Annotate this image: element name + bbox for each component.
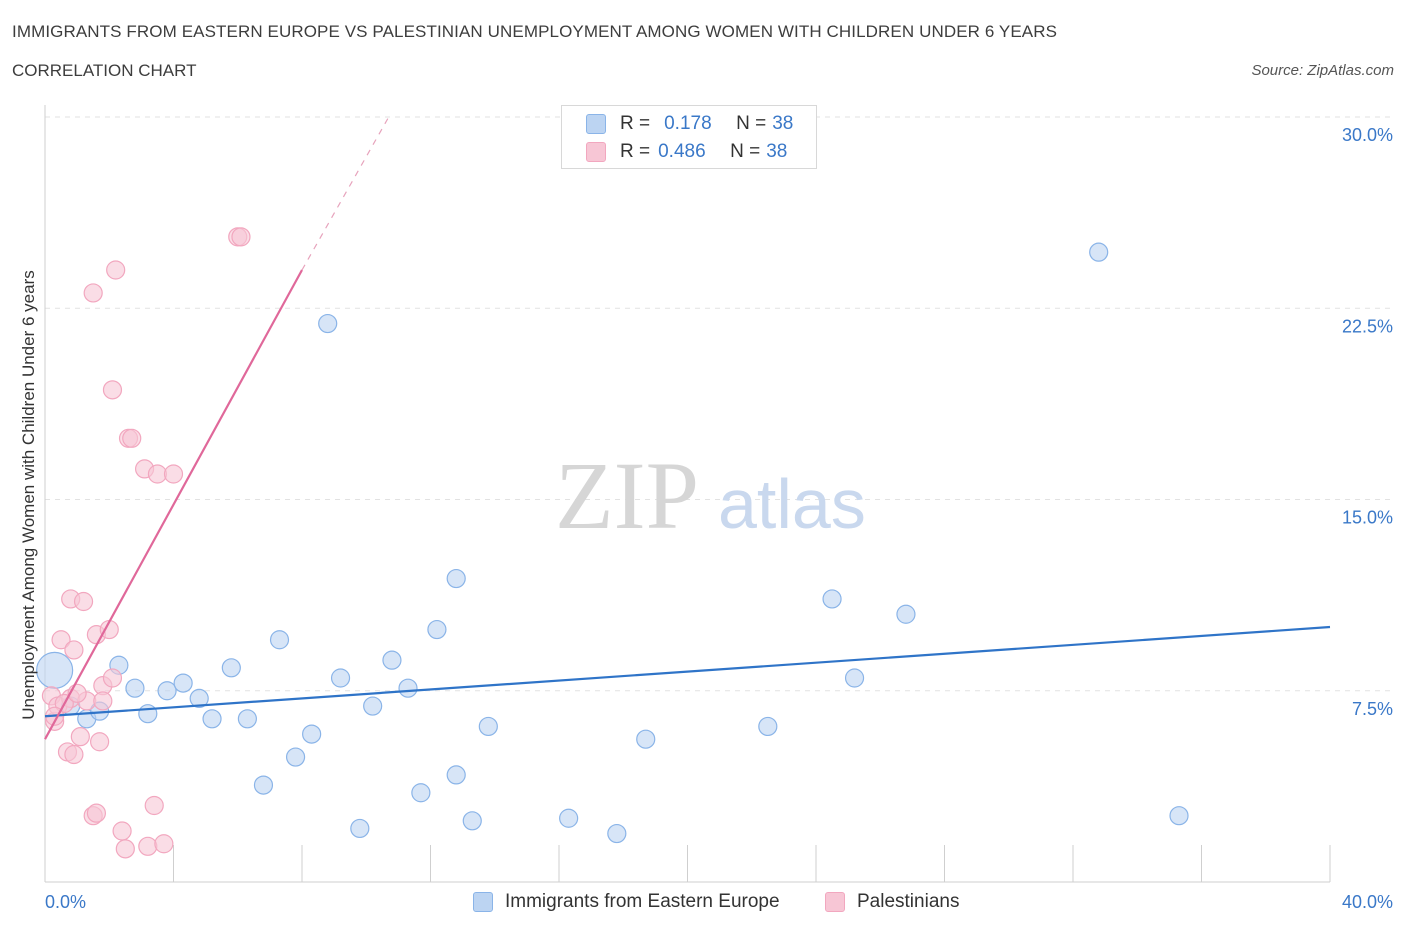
pink-point — [73, 591, 94, 612]
watermark-atlas: atlas — [718, 465, 866, 543]
blue-point — [1169, 806, 1189, 826]
y-tick-label: 22.5% — [1342, 316, 1393, 336]
blue-point — [330, 668, 351, 688]
bottom-legend-label: Immigrants from Eastern Europe — [505, 891, 780, 912]
blue-point — [1089, 242, 1109, 262]
pink-point — [115, 839, 135, 859]
blue-point — [202, 709, 222, 729]
blue-point — [173, 673, 193, 693]
legend-r-label: R = — [620, 141, 651, 162]
pink-point — [122, 428, 142, 448]
blue-point — [157, 681, 177, 701]
legend-n-label: N = — [736, 113, 767, 134]
pink-point — [231, 227, 251, 247]
blue-point — [462, 811, 482, 831]
pink-point — [147, 464, 168, 484]
pink-point — [51, 630, 71, 650]
blue-point — [253, 775, 274, 795]
pink-point — [154, 834, 174, 854]
blue-point — [446, 765, 466, 785]
pink-point — [163, 464, 184, 484]
bottom-legend-item-palestinians: Palestinians — [825, 889, 959, 915]
blue-point — [559, 808, 579, 828]
pink-point — [90, 732, 110, 752]
pink-point — [70, 727, 90, 747]
blue-point — [125, 678, 145, 698]
pink-point — [64, 744, 84, 765]
y-tick-label: 30.0% — [1342, 125, 1393, 145]
chart-title: IMMIGRANTS FROM EASTERN EUROPE VS PALEST… — [12, 22, 1058, 41]
pink-point — [64, 640, 84, 660]
pink-point — [112, 821, 132, 841]
pink-point — [102, 668, 123, 688]
blue-point — [237, 709, 257, 729]
blue-point — [318, 313, 338, 334]
legend-row-pink: R = 0.486 N = 38 — [586, 139, 787, 165]
legend-row-blue: R = 0.178 N = 38 — [586, 111, 793, 137]
bottom-legend-swatch-pink — [825, 892, 845, 912]
blue-point — [221, 658, 241, 678]
legend-r-value: 0.486 — [658, 141, 706, 162]
ticks-layer: 7.5% 15.0% 22.5% 30.0% 0.0% 40.0% — [45, 125, 1393, 912]
pink-point — [144, 795, 164, 816]
legend-n-value: 38 — [766, 141, 788, 162]
blue-point — [398, 678, 418, 698]
pink-trendline-extension — [301, 116, 390, 271]
blue-point — [350, 818, 370, 839]
y-tick-label: 15.0% — [1342, 508, 1393, 528]
blue-point — [138, 704, 158, 724]
legend-r-value: 0.178 — [664, 113, 712, 134]
blue-point — [382, 650, 402, 670]
pink-point — [86, 803, 107, 823]
legend-r-label: R = — [620, 113, 651, 134]
y-axis-label: Unemployment Among Women with Children U… — [19, 270, 38, 719]
pink-point — [93, 691, 113, 711]
legend-swatch-blue — [586, 114, 606, 134]
blue-trendline — [44, 625, 1331, 718]
y-tick-label: 7.5% — [1352, 699, 1393, 719]
x-tick-label: 40.0% — [1342, 892, 1393, 912]
pink-point — [102, 380, 123, 400]
blue-point — [607, 823, 627, 844]
blue-point — [411, 783, 431, 803]
blue-point — [302, 724, 322, 744]
blue-point — [844, 668, 865, 688]
blue-point — [446, 568, 466, 589]
trend-layer — [44, 116, 1331, 740]
blue-point — [427, 619, 447, 640]
watermark: ZIP atlas — [555, 442, 866, 549]
pink-point — [138, 836, 158, 856]
blue-point — [478, 716, 498, 737]
blue-point — [285, 747, 306, 767]
bottom-legend-swatch-blue — [473, 892, 493, 912]
blue-point — [36, 651, 74, 689]
bottom-legend-item-immigrants: Immigrants from Eastern Europe — [473, 889, 780, 915]
blue-point — [636, 729, 656, 749]
bottom-legend-label: Palestinians — [857, 891, 960, 912]
legend-swatch-pink — [586, 142, 606, 162]
grid-layer — [45, 116, 1395, 692]
chart-subtitle: CORRELATION CHART — [12, 61, 197, 80]
pink-trendline — [44, 269, 303, 740]
blue-point — [896, 604, 916, 624]
legend-n-value: 38 — [772, 113, 794, 134]
watermark-zip: ZIP — [555, 442, 699, 549]
pink-point — [83, 283, 103, 303]
blue-point — [189, 688, 209, 709]
blue-point — [269, 630, 290, 650]
blue-point — [363, 696, 383, 716]
source-label: Source: ZipAtlas.com — [1251, 62, 1394, 79]
axis-layer — [44, 105, 1331, 883]
correlation-legend: R = 0.178 N = 38 R = 0.486 N = 38 — [561, 105, 817, 169]
x-tick-label: 0.0% — [45, 892, 86, 912]
pink-point — [106, 260, 126, 280]
legend-n-label: N = — [730, 141, 761, 162]
blue-point — [822, 589, 842, 609]
blue-point — [758, 716, 778, 737]
